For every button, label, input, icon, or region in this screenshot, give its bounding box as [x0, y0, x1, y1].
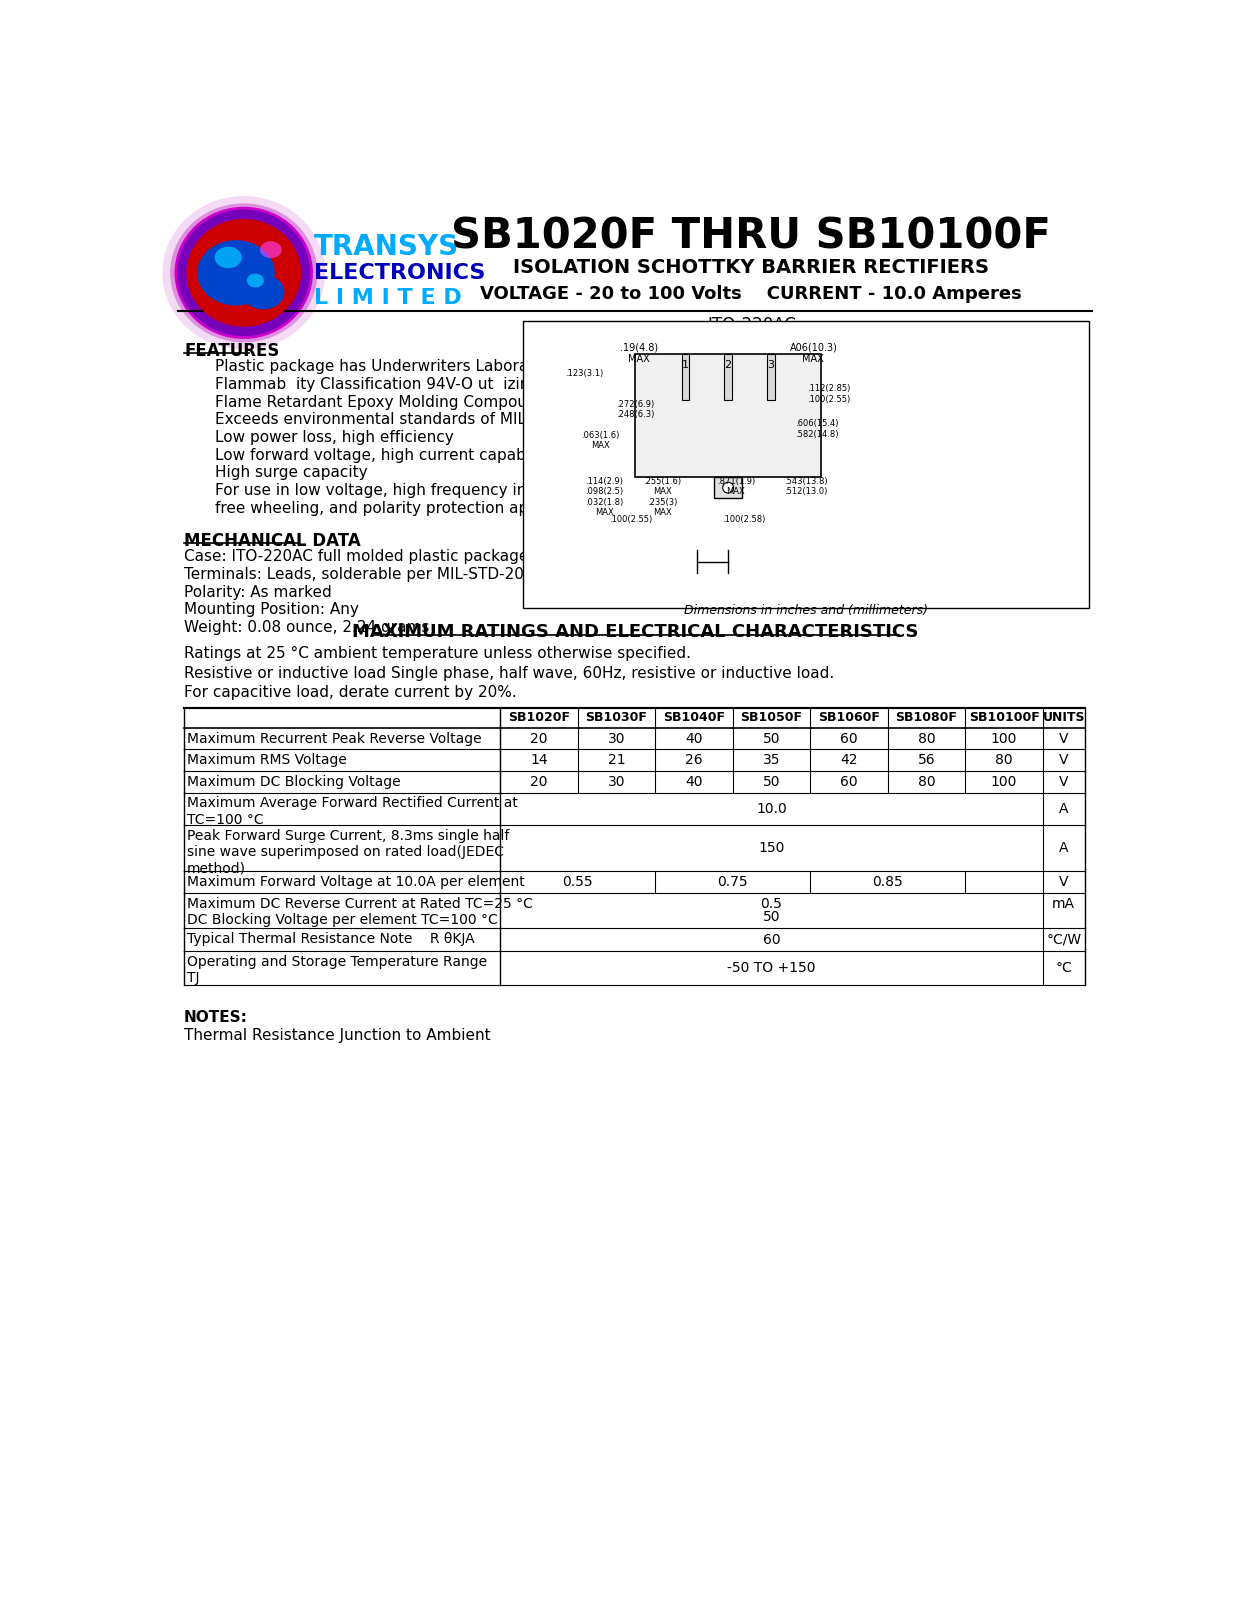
Text: .543(13.8)
.512(13.0): .543(13.8) .512(13.0)	[784, 477, 828, 496]
Text: 30: 30	[607, 731, 625, 746]
Text: 150: 150	[758, 842, 784, 854]
Text: .114(2.9)
.098(2.5)
.032(1.8)
MAX: .114(2.9) .098(2.5) .032(1.8) MAX	[585, 477, 623, 517]
Text: 0.55: 0.55	[563, 875, 593, 890]
Text: L I M I T E D: L I M I T E D	[313, 288, 461, 309]
Text: .606(15.4)
.582(14.8): .606(15.4) .582(14.8)	[795, 419, 839, 438]
Text: 0.75: 0.75	[717, 875, 748, 890]
Text: Thermal Resistance Junction to Ambient: Thermal Resistance Junction to Ambient	[184, 1029, 491, 1043]
Text: .112(2.85)
.100(2.55): .112(2.85) .100(2.55)	[808, 384, 851, 403]
Text: SB1080F: SB1080F	[896, 712, 957, 725]
Text: 50: 50	[763, 731, 781, 746]
Text: Maximum RMS Voltage: Maximum RMS Voltage	[187, 754, 348, 768]
Bar	[635, 354, 821, 477]
Text: 56: 56	[918, 754, 935, 768]
Text: 3: 3	[729, 573, 736, 584]
Text: 0.5: 0.5	[761, 898, 783, 910]
Text: 60: 60	[840, 731, 857, 746]
Text: MECHANICAL DATA: MECHANICAL DATA	[184, 533, 361, 550]
Text: -50 TO +150: -50 TO +150	[727, 962, 815, 974]
Text: Maximum Average Forward Rectified Current at
TC=100 °C: Maximum Average Forward Rectified Curren…	[187, 797, 518, 827]
Text: V: V	[1059, 774, 1069, 789]
Text: °C/W: °C/W	[1047, 933, 1081, 947]
Bar	[724, 354, 732, 400]
Text: NOTES:: NOTES:	[184, 1010, 247, 1024]
Ellipse shape	[247, 274, 263, 288]
Text: Low power loss, high efficiency: Low power loss, high efficiency	[215, 430, 454, 445]
Text: MAXIMUM RATINGS AND ELECTRICAL CHARACTERISTICS: MAXIMUM RATINGS AND ELECTRICAL CHARACTER…	[351, 622, 918, 642]
Text: SB10100F: SB10100F	[969, 712, 1039, 725]
Text: 42: 42	[840, 754, 857, 768]
Ellipse shape	[215, 246, 241, 269]
Text: Mounting Position: Any: Mounting Position: Any	[184, 603, 359, 618]
Ellipse shape	[171, 203, 318, 342]
Text: Maximum DC Blocking Voltage: Maximum DC Blocking Voltage	[187, 774, 401, 789]
Text: ITO-220AC: ITO-220AC	[706, 317, 795, 334]
Text: 10.0: 10.0	[756, 802, 787, 816]
Bar	[714, 477, 742, 499]
Text: A06(10.3)
MAX: A06(10.3) MAX	[789, 342, 837, 363]
Text: 0.85: 0.85	[872, 875, 903, 890]
Text: High surge capacity: High surge capacity	[215, 466, 367, 480]
Text: 60: 60	[763, 933, 781, 947]
Text: Flame Retardant Epoxy Molding Compound: Flame Retardant Epoxy Molding Compound	[215, 395, 547, 410]
Text: 2: 2	[725, 360, 732, 370]
Text: TRANSYS: TRANSYS	[313, 234, 459, 261]
Text: Terminals: Leads, solderable per MIL-STD-202, Method 208: Terminals: Leads, solderable per MIL-STD…	[184, 566, 635, 582]
Text: .100(2.58): .100(2.58)	[722, 515, 766, 525]
Text: UNITS: UNITS	[1043, 712, 1085, 725]
Bar	[682, 354, 689, 400]
Text: 80: 80	[996, 754, 1013, 768]
Text: Dimensions in inches and (millimeters): Dimensions in inches and (millimeters)	[684, 603, 928, 618]
Text: 50: 50	[763, 774, 781, 789]
Ellipse shape	[241, 275, 285, 309]
Text: 40: 40	[685, 774, 703, 789]
Text: Maximum Recurrent Peak Reverse Voltage: Maximum Recurrent Peak Reverse Voltage	[187, 731, 481, 746]
Ellipse shape	[722, 482, 734, 493]
Text: V: V	[1059, 754, 1069, 768]
Text: .255(1.6)
MAX
.235(3)
MAX: .255(1.6) MAX .235(3) MAX	[643, 477, 682, 517]
Text: .871(1.9)
MAX: .871(1.9) MAX	[716, 477, 755, 496]
Text: free wheeling, and polarity protection app  cations: free wheeling, and polarity protection a…	[215, 501, 602, 515]
Text: .272(6.9)
.248(6.3): .272(6.9) .248(6.3)	[616, 400, 654, 419]
Text: 80: 80	[918, 731, 935, 746]
Text: 30: 30	[607, 774, 625, 789]
Text: SB1020F THRU SB10100F: SB1020F THRU SB10100F	[452, 216, 1051, 258]
Text: 3: 3	[767, 360, 774, 370]
Text: Maximum DC Reverse Current at Rated TC=25 °C
DC Blocking Voltage per element TC=: Maximum DC Reverse Current at Rated TC=2…	[187, 896, 533, 926]
Text: 1: 1	[698, 573, 705, 584]
Ellipse shape	[260, 242, 282, 258]
Text: SB1030F: SB1030F	[585, 712, 647, 725]
Text: 35: 35	[763, 754, 781, 768]
Ellipse shape	[162, 197, 325, 350]
Text: Exceeds environmental standards of MIL-S-19500/228: Exceeds environmental standards of MIL-S…	[215, 413, 628, 427]
Text: ELECTRONICS: ELECTRONICS	[313, 262, 485, 283]
Text: SB1040F: SB1040F	[663, 712, 725, 725]
Text: .063(1.6)
MAX: .063(1.6) MAX	[581, 430, 620, 450]
Text: For use in low voltage, high frequency inverters,: For use in low voltage, high frequency i…	[215, 483, 586, 498]
Ellipse shape	[176, 208, 312, 338]
Text: VOLTAGE - 20 to 100 Volts    CURRENT - 10.0 Amperes: VOLTAGE - 20 to 100 Volts CURRENT - 10.0…	[480, 285, 1022, 302]
Text: 20: 20	[531, 774, 548, 789]
Bar	[523, 322, 1089, 608]
Text: 60: 60	[840, 774, 857, 789]
Text: Low forward voltage, high current capab  ity: Low forward voltage, high current capab …	[215, 448, 555, 462]
Text: A: A	[1059, 842, 1069, 854]
Text: mA: mA	[1053, 898, 1075, 910]
Text: Operating and Storage Temperature Range
TJ: Operating and Storage Temperature Range …	[187, 955, 487, 986]
Text: .19(4.8)
MAX: .19(4.8) MAX	[620, 342, 658, 363]
Ellipse shape	[197, 240, 275, 306]
Text: °C: °C	[1055, 962, 1072, 974]
Text: 80: 80	[918, 774, 935, 789]
Text: 50: 50	[763, 910, 781, 923]
Text: Plastic package has Underwriters Laboratory: Plastic package has Underwriters Laborat…	[215, 358, 559, 374]
Ellipse shape	[187, 219, 301, 326]
Text: SB1020F: SB1020F	[508, 712, 570, 725]
Text: 100: 100	[991, 731, 1017, 746]
Text: SB1050F: SB1050F	[741, 712, 803, 725]
Text: Flammab  ity Classification 94V-O ut  izing: Flammab ity Classification 94V-O ut izin…	[215, 376, 539, 392]
Text: V: V	[1059, 875, 1069, 890]
Text: .123(3.1): .123(3.1)	[565, 370, 604, 378]
Text: Maximum Forward Voltage at 10.0A per element: Maximum Forward Voltage at 10.0A per ele…	[187, 875, 524, 890]
Text: V: V	[1059, 731, 1069, 746]
Text: Weight: 0.08 ounce, 2.24 grams: Weight: 0.08 ounce, 2.24 grams	[184, 621, 429, 635]
